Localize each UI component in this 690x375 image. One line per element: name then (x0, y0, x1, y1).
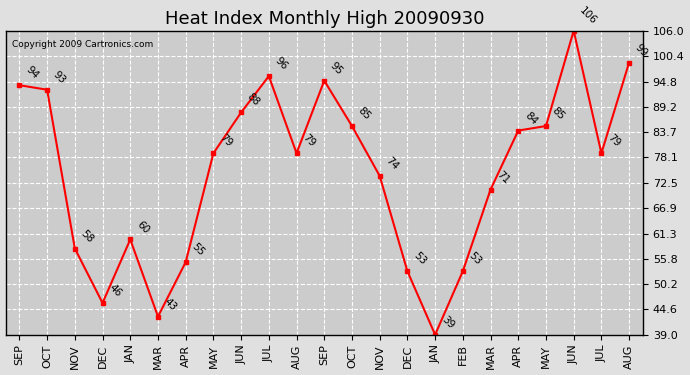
Text: 84: 84 (522, 110, 539, 126)
Text: 99: 99 (633, 42, 650, 58)
Text: 39: 39 (440, 314, 455, 330)
Title: Heat Index Monthly High 20090930: Heat Index Monthly High 20090930 (164, 10, 484, 28)
Text: 88: 88 (245, 92, 262, 108)
Text: 79: 79 (606, 133, 622, 149)
Text: 46: 46 (107, 282, 123, 299)
Text: 95: 95 (328, 60, 345, 76)
Text: 93: 93 (51, 69, 68, 86)
Text: 94: 94 (23, 64, 40, 81)
Text: 79: 79 (301, 133, 317, 149)
Text: 58: 58 (79, 228, 95, 244)
Text: 96: 96 (273, 56, 289, 72)
Text: 85: 85 (356, 105, 373, 122)
Text: 53: 53 (467, 251, 484, 267)
Text: 74: 74 (384, 155, 400, 172)
Text: 43: 43 (162, 296, 179, 312)
Text: 53: 53 (411, 251, 428, 267)
Text: 79: 79 (217, 133, 234, 149)
Text: Copyright 2009 Cartronics.com: Copyright 2009 Cartronics.com (12, 40, 153, 49)
Text: 55: 55 (190, 242, 206, 258)
Text: 71: 71 (495, 169, 511, 185)
Text: 60: 60 (135, 219, 151, 235)
Text: 85: 85 (550, 105, 566, 122)
Text: 106: 106 (578, 6, 599, 27)
